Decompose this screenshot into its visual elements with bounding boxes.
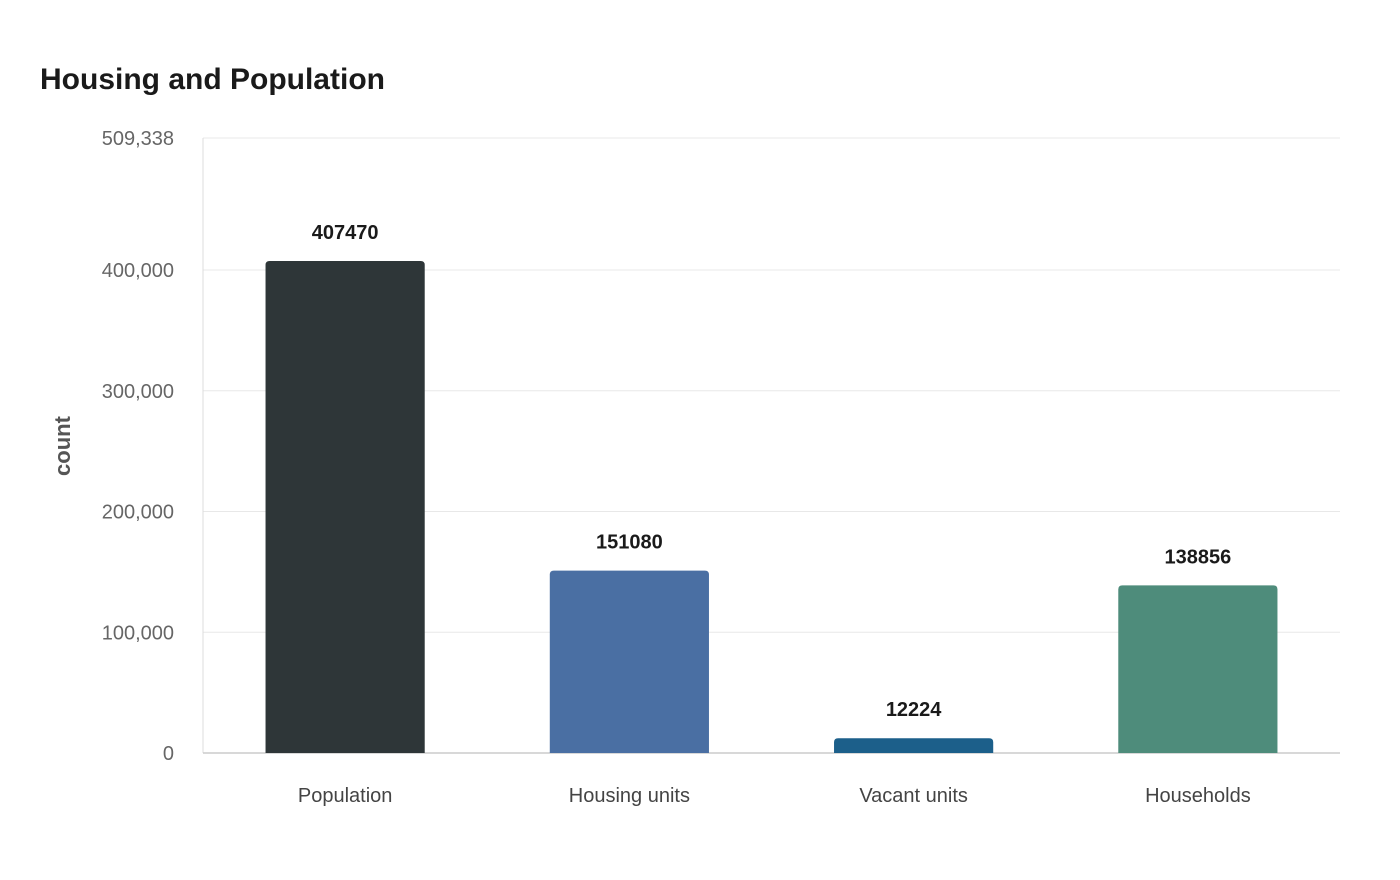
y-tick-label: 400,000 <box>102 260 174 282</box>
value-label: 151080 <box>596 532 663 554</box>
category-labels: Population Housing units Vacant units House… <box>298 785 1251 807</box>
value-label: 12224 <box>886 699 942 721</box>
value-labels: 407470 151080 12224 138856 <box>312 222 1232 721</box>
x-tick-label: Households <box>1145 785 1251 807</box>
x-tick-label: Housing units <box>569 785 690 807</box>
bars <box>265 261 1278 753</box>
y-tick-label: 300,000 <box>102 381 174 403</box>
chart-title: Housing and Population <box>40 63 385 96</box>
y-tick-label: 200,000 <box>102 502 174 524</box>
y-axis-ticks: 0 100,000 200,000 300,000 400,000 509,338 <box>102 128 174 765</box>
bar-vacant-units <box>834 738 994 753</box>
bar-population <box>265 261 425 753</box>
value-label: 407470 <box>312 222 379 244</box>
y-tick-label: 0 <box>163 743 174 765</box>
y-tick-label: 509,338 <box>102 128 174 150</box>
bar-housing-units <box>549 570 709 753</box>
x-tick-label: Population <box>298 785 393 807</box>
value-label: 138856 <box>1165 546 1232 568</box>
y-axis-title: count <box>50 415 75 476</box>
x-tick-label: Vacant units <box>859 785 968 807</box>
y-tick-label: 100,000 <box>102 622 174 644</box>
bar-households <box>1118 585 1278 753</box>
